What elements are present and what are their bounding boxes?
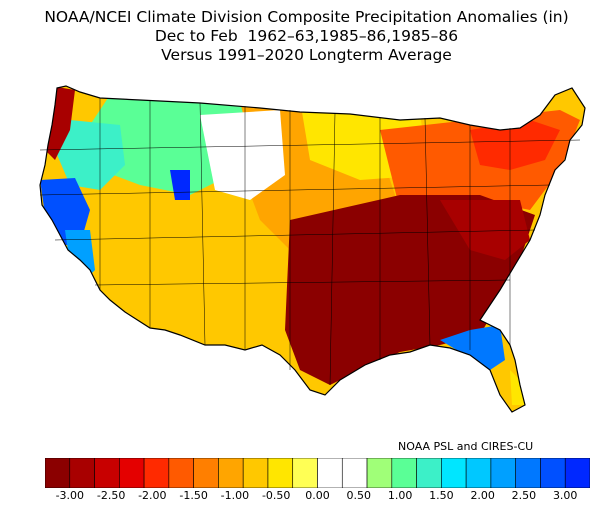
legend-color-cell (119, 458, 145, 488)
legend-tick-label: -0.50 (261, 489, 291, 502)
legend-color-cell (317, 458, 343, 488)
legend-color-cell (416, 458, 442, 488)
state-division-borders (39, 98, 581, 386)
region-new-england (470, 120, 560, 170)
map-subtitle-baseline: Versus 1991–2020 Longterm Average (161, 46, 452, 64)
legend-tick-label: 2.00 (470, 489, 495, 502)
legend-color-cell (341, 458, 368, 488)
legend-tick-label: 2.50 (511, 489, 537, 502)
region-pacific-northwest-interior (55, 120, 125, 190)
anomaly-regions (40, 86, 585, 412)
legend-tick-label: -1.00 (220, 489, 250, 502)
legend-color-cell (143, 458, 170, 488)
legend-color-cell (242, 458, 269, 488)
legend-color-cell (515, 458, 541, 488)
legend-tick-label: 1.00 (387, 489, 413, 502)
legend-tick-label: -2.00 (138, 489, 167, 502)
legend-color-cell (441, 458, 467, 488)
legend-tick-label: 1.50 (429, 489, 454, 502)
region-central-california (65, 230, 95, 285)
legend-color-cell (69, 458, 95, 488)
legend-color-cell (465, 458, 492, 488)
data-credit: NOAA PSL and CIRES-CU (398, 440, 534, 453)
legend-tick-label: -2.50 (96, 489, 126, 502)
legend-tick-label: 3.00 (552, 489, 578, 502)
legend-colorbar (45, 458, 590, 488)
map-subtitle-period: Dec to Feb 1962–63,1985–86,1985–86 (154, 27, 459, 45)
legend-color-cell (193, 458, 219, 488)
legend-color-cell (292, 458, 318, 488)
region-mid-atlantic (440, 200, 530, 260)
map-title: NOAA/NCEI Climate Division Composite Pre… (44, 8, 569, 26)
region-northern-plains-neutral (200, 110, 285, 200)
legend-tick-label: 0.50 (346, 489, 372, 502)
legend-tick-label: 0.00 (305, 489, 330, 502)
legend-color-cell (168, 458, 194, 488)
legend-color-cell (564, 458, 590, 488)
legend-color-cell (540, 458, 566, 488)
legend-color-cell (391, 458, 417, 488)
legend-color-cell (94, 458, 120, 488)
us-outline (39, 85, 586, 413)
legend-color-cell (490, 458, 516, 488)
region-south-florida (510, 370, 525, 405)
legend-color-cell (366, 458, 393, 488)
legend-color-cell (45, 458, 71, 488)
legend-tick-label: -1.50 (179, 489, 208, 502)
legend-color-cell (218, 458, 244, 488)
legend-tick-label: -3.00 (55, 489, 85, 502)
region-florida-georgia (440, 325, 505, 370)
legend-color-cell (267, 458, 294, 488)
